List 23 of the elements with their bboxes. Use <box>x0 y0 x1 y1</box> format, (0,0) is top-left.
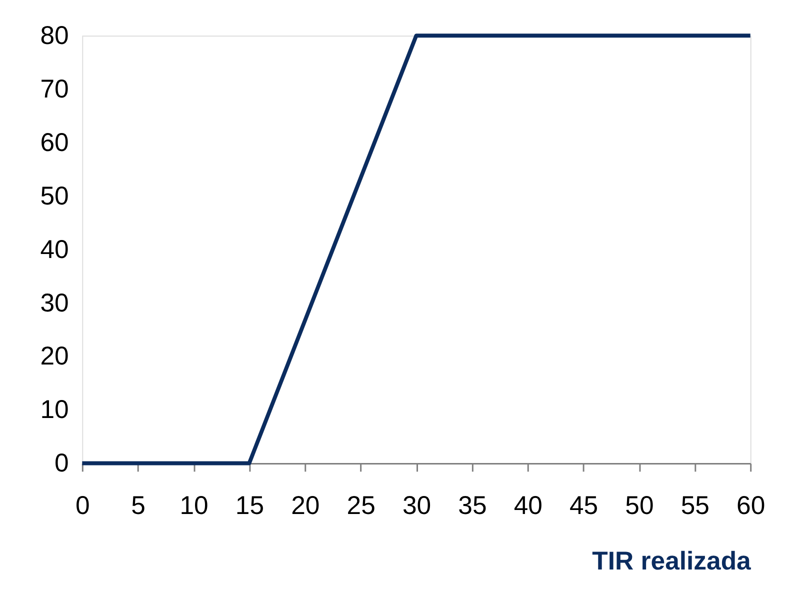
x-tick-label: 0 <box>76 492 90 520</box>
y-tick-label: 10 <box>40 396 69 424</box>
y-tick-label: 70 <box>40 75 69 104</box>
y-tick-label: 20 <box>40 342 69 371</box>
x-tick-label: 25 <box>346 492 376 520</box>
x-tick-label: 10 <box>180 492 208 520</box>
x-tick-label: 55 <box>680 492 710 520</box>
x-tick-label: 40 <box>514 492 542 520</box>
x-tick-label: 20 <box>291 492 320 520</box>
x-tick-label: 50 <box>625 492 654 520</box>
y-tick-label: 0 <box>54 450 69 478</box>
x-tick-label: 35 <box>458 492 487 520</box>
y-tick-label: 30 <box>40 289 69 318</box>
x-tick-label: 5 <box>131 492 146 520</box>
y-tick-label: 40 <box>40 236 69 264</box>
x-tick-label: 30 <box>402 492 432 520</box>
x-tick-label: 15 <box>235 492 264 520</box>
x-tick-label: 60 <box>736 492 766 520</box>
x-tick-label: 45 <box>569 492 598 520</box>
y-tick-label: 60 <box>40 128 69 157</box>
x-axis-title: TIR realizada <box>592 548 752 576</box>
y-tick-label: 50 <box>40 182 69 210</box>
y-tick-label: 80 <box>40 22 69 50</box>
